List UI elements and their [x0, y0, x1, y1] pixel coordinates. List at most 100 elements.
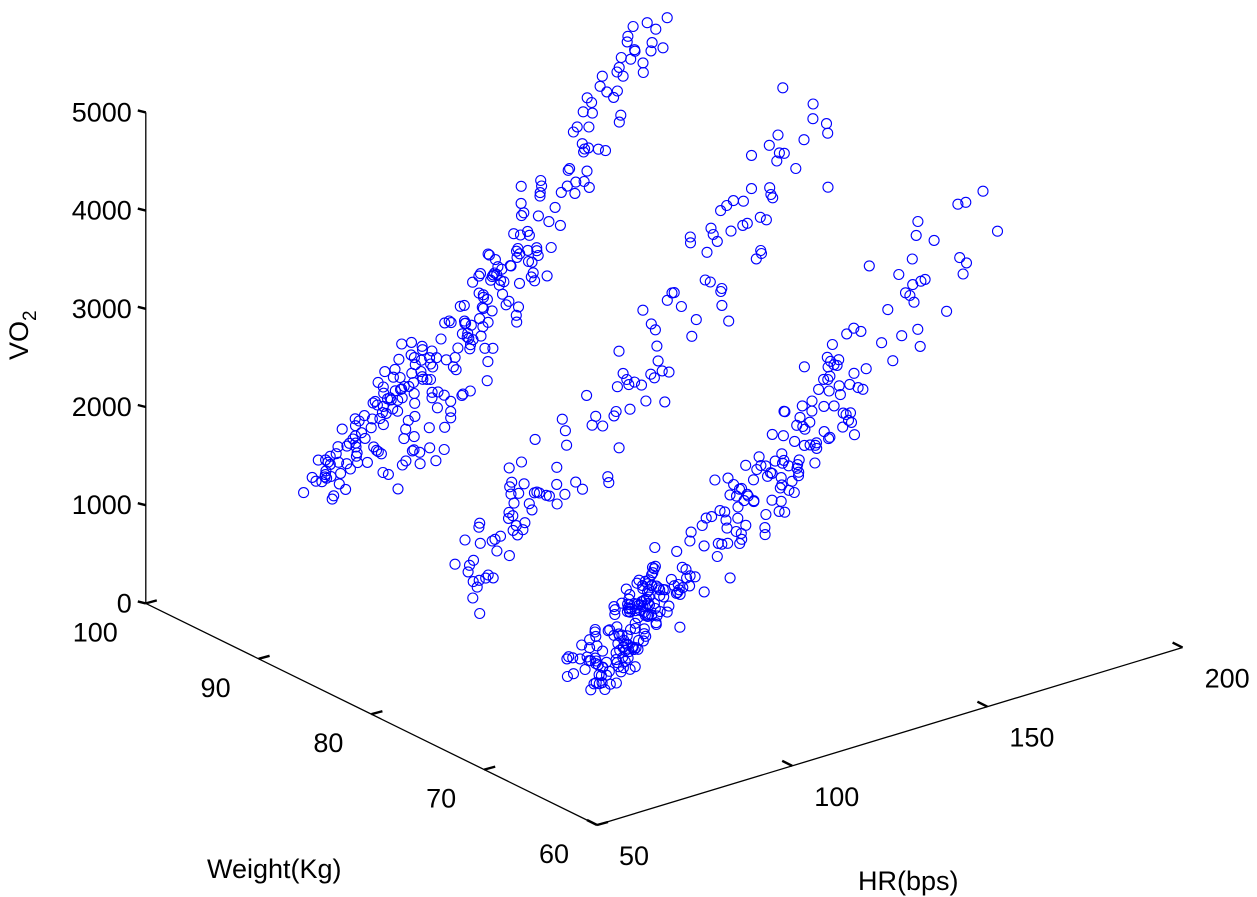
data-point: [581, 92, 593, 104]
data-point: [518, 478, 530, 490]
data-point: [377, 400, 389, 412]
data-point: [402, 414, 414, 427]
data-point: [639, 575, 651, 587]
data-point: [857, 383, 869, 395]
data-point: [340, 483, 352, 495]
data-point: [914, 340, 926, 352]
data-point: [515, 180, 527, 192]
data-point: [759, 529, 771, 541]
data-point: [786, 475, 798, 487]
data-point: [790, 162, 802, 175]
data-point: [798, 361, 810, 373]
data-point: [794, 411, 806, 423]
data-point: [651, 340, 663, 352]
data-point: [652, 355, 664, 367]
data-point: [532, 249, 544, 262]
data-point: [640, 395, 652, 407]
data-point: [608, 601, 620, 613]
data-point: [350, 441, 362, 453]
data-point: [650, 23, 662, 35]
data-point: [724, 572, 736, 584]
data-point: [371, 399, 383, 411]
data-point: [474, 537, 486, 549]
data-point: [375, 448, 387, 460]
data-point: [421, 373, 433, 386]
data-point: [597, 661, 609, 673]
data-point: [531, 245, 543, 257]
data-point: [759, 522, 771, 534]
data-point: [919, 273, 931, 285]
data-point: [335, 467, 347, 479]
data-point: [599, 145, 612, 157]
data-point: [447, 361, 459, 373]
data-point: [361, 456, 373, 468]
data-point: [611, 621, 623, 633]
data-point: [398, 433, 410, 445]
data-point: [609, 608, 621, 621]
data-point: [570, 476, 582, 488]
data-point: [732, 501, 744, 513]
data-point: [747, 474, 760, 486]
data-point: [623, 593, 635, 605]
data-point: [792, 470, 805, 482]
data-point: [681, 572, 693, 584]
data-point: [467, 276, 479, 288]
data-point: [765, 188, 777, 201]
data-point: [535, 174, 547, 187]
data-point: [392, 483, 404, 495]
data-point: [774, 482, 786, 494]
data-point: [426, 392, 438, 404]
data-point: [719, 506, 731, 518]
y-tick: [371, 710, 383, 716]
y-tick: [483, 765, 496, 771]
data-point: [405, 336, 418, 348]
data-point: [576, 138, 588, 150]
x-tick-label: 50: [619, 841, 649, 871]
data-point: [699, 274, 711, 286]
data-point: [503, 506, 515, 518]
data-point: [551, 498, 563, 510]
data-point: [630, 642, 642, 654]
data-point: [408, 444, 420, 456]
data-point: [555, 186, 567, 198]
data-point: [807, 98, 819, 110]
data-point: [409, 359, 421, 371]
data-point: [629, 44, 641, 56]
data-point: [464, 385, 476, 397]
data-point: [467, 334, 479, 346]
data-point: [599, 683, 611, 696]
data-point: [615, 109, 627, 121]
data-point: [737, 219, 749, 231]
data-point: [608, 91, 620, 103]
data-point: [624, 589, 636, 601]
data-point: [745, 183, 758, 195]
data-point: [396, 392, 408, 404]
data-point: [818, 426, 830, 438]
z-tick-label: 4000: [72, 196, 132, 226]
data-point: [617, 367, 629, 379]
data-point: [503, 295, 515, 307]
data-point: [449, 351, 461, 364]
data-point: [408, 431, 420, 443]
data-point: [750, 253, 762, 265]
data-point: [456, 389, 468, 402]
data-point: [474, 517, 486, 529]
data-point: [834, 389, 846, 401]
data-point: [621, 36, 633, 48]
data-point: [623, 379, 635, 391]
data-point: [645, 45, 657, 57]
data-point: [991, 225, 1004, 237]
data-point: [586, 107, 598, 119]
data-point: [646, 609, 658, 621]
data-point: [621, 373, 633, 386]
data-point: [656, 365, 668, 377]
data-point: [424, 373, 437, 386]
data-point: [637, 635, 649, 647]
data-point: [611, 381, 623, 393]
data-point: [589, 652, 601, 664]
data-point: [760, 508, 772, 521]
data-point: [841, 328, 853, 340]
data-point: [760, 460, 772, 472]
data-point: [707, 228, 719, 241]
data-point: [912, 215, 924, 228]
